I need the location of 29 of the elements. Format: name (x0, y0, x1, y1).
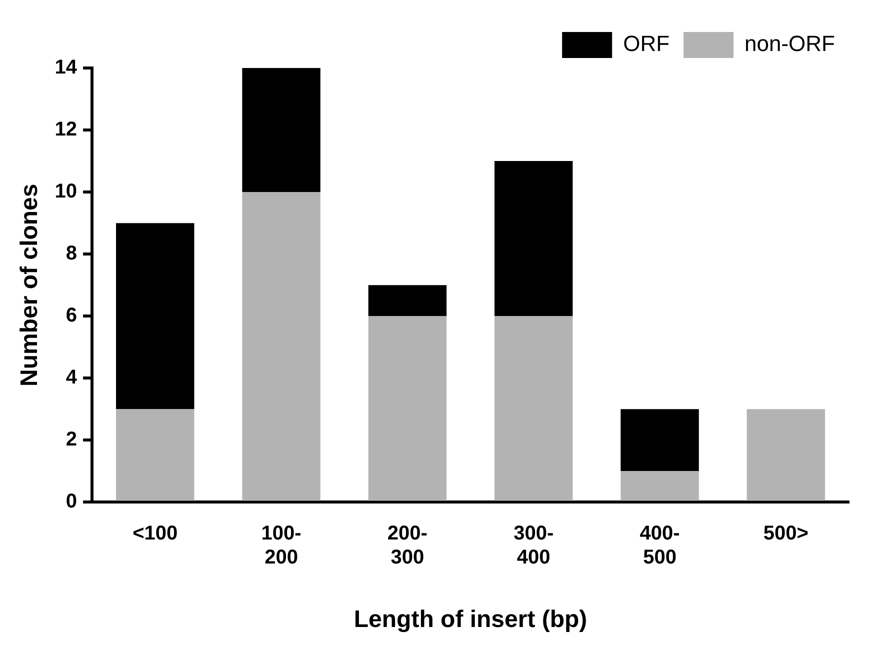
x-tick-label: <100 (132, 522, 178, 545)
x-axis-title: Length of insert (bp) (354, 606, 588, 634)
bar (116, 223, 194, 410)
y-tick-label: 4 (66, 366, 78, 389)
x-tick-label: 300-400 (514, 522, 554, 569)
bar (494, 161, 573, 316)
y-tick-label: 0 (66, 490, 78, 513)
y-tick-label: 2 (66, 428, 78, 451)
bar (368, 285, 447, 316)
y-tick-label: 14 (54, 56, 78, 79)
x-tick-label: 500> (763, 522, 808, 545)
bar (746, 409, 826, 501)
bar (620, 409, 699, 472)
y-tick-label: 6 (66, 304, 78, 327)
bar (242, 68, 320, 192)
y-axis-title: Number of clones (16, 184, 44, 386)
y-tick-label: 10 (54, 180, 78, 203)
y-tick-label: 12 (54, 118, 78, 141)
legend-label: ORF (623, 31, 670, 56)
bar (494, 316, 573, 501)
y-tick-label: 8 (66, 242, 78, 265)
bar (368, 316, 447, 501)
x-tick-label: 200-300 (387, 522, 428, 569)
bar (116, 409, 194, 501)
x-tick-label: 400-500 (640, 522, 680, 569)
x-tick-label: 100-200 (261, 522, 302, 569)
bar (620, 471, 699, 501)
bar (242, 192, 320, 501)
legend-label: non-ORF (744, 31, 836, 56)
